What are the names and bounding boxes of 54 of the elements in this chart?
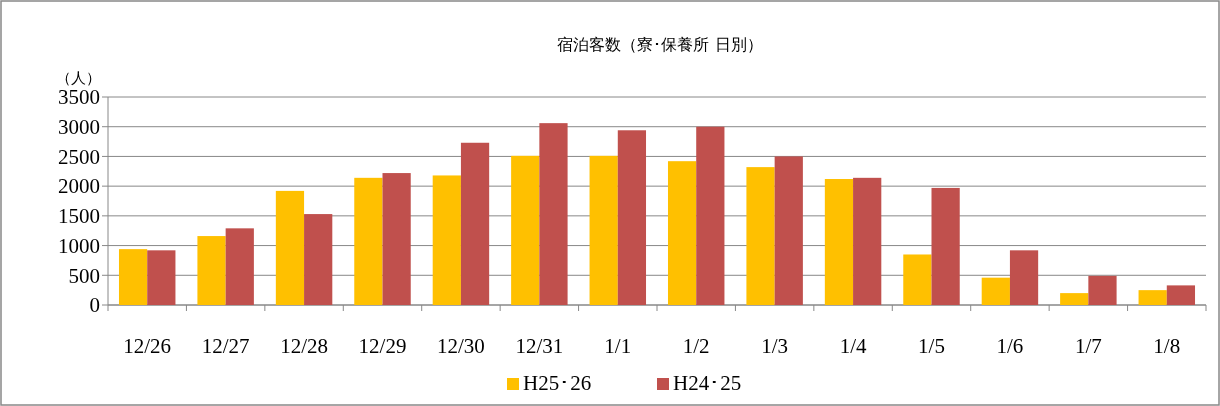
x-tick-label: 12/26 (123, 334, 172, 358)
x-tick-label: 1/2 (682, 334, 710, 358)
y-tick-label: 1000 (58, 233, 100, 258)
y-tick-label: 3000 (58, 115, 100, 140)
x-tick-label: 1/5 (918, 334, 945, 358)
bar (354, 177, 383, 305)
bar (460, 142, 490, 305)
y-tick-label: 500 (68, 263, 100, 288)
bar (1138, 290, 1167, 305)
legend-label: H24･25 (673, 371, 742, 395)
bar (1166, 285, 1196, 305)
bar (511, 155, 540, 305)
y-tick-label: 1500 (58, 204, 100, 229)
y-tick-label: 3500 (58, 85, 100, 110)
y-tick-label: 2500 (58, 144, 100, 169)
x-tick-label: 1/7 (1074, 334, 1102, 358)
bar (931, 187, 960, 305)
bar (853, 177, 882, 305)
bar (667, 161, 697, 305)
chart-title: 宿泊客数（寮･保養所 日別） (557, 35, 763, 54)
bar (539, 123, 568, 305)
bar (432, 175, 461, 305)
x-tick-label: 1/4 (839, 334, 867, 358)
bar (382, 173, 411, 305)
bar (197, 236, 226, 305)
bar (1060, 293, 1089, 305)
x-tick-label: 12/30 (437, 334, 485, 358)
bar (118, 249, 148, 305)
bar (903, 254, 932, 305)
bar (696, 126, 725, 305)
x-tick-label: 12/28 (280, 334, 328, 358)
bar (1088, 275, 1117, 305)
x-tick-label: 1/1 (604, 334, 632, 358)
bar (617, 130, 647, 305)
bar (1009, 250, 1039, 305)
x-tick-label: 1/3 (761, 334, 789, 358)
x-tick-label: 12/29 (358, 334, 407, 358)
bar (225, 228, 254, 305)
bar (824, 179, 854, 305)
bar (147, 250, 176, 305)
y-axis-title: （人） (55, 69, 101, 87)
bar (746, 167, 775, 305)
bar (275, 190, 305, 305)
y-tick-label: 0 (89, 293, 100, 318)
bar (774, 156, 803, 305)
bar (589, 155, 618, 305)
x-tick-label: 12/27 (201, 334, 250, 358)
bar (981, 277, 1010, 305)
y-tick-label: 2000 (58, 174, 100, 199)
legend-label: H25･26 (523, 371, 592, 395)
x-tick-label: 12/31 (515, 334, 564, 358)
x-tick-label: 1/8 (1153, 334, 1181, 358)
x-tick-label: 1/6 (996, 334, 1024, 358)
bar (304, 214, 333, 305)
